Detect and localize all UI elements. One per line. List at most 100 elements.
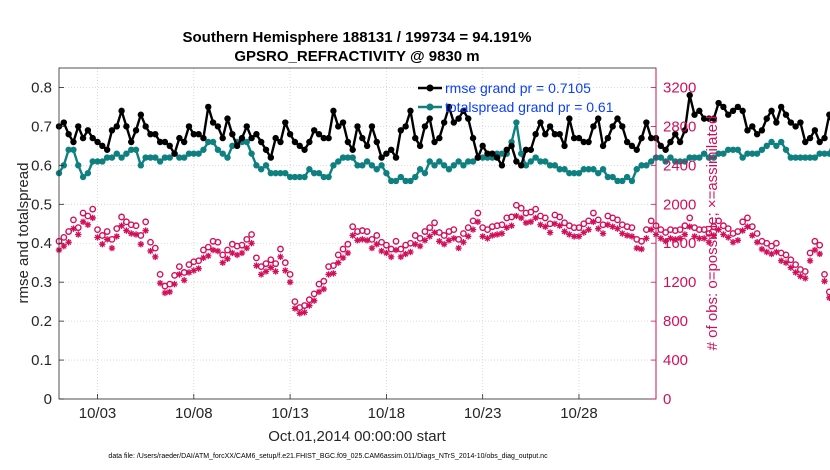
totalspread-point [363,158,371,165]
possible-obs-point [65,228,73,235]
rmse-point [585,138,592,146]
rmse-point [190,131,198,138]
totalspread-point [758,146,766,153]
totalspread-point [205,138,212,146]
totalspread-point [681,158,689,165]
possible-obs-point [474,209,482,217]
rmse-point [335,123,342,130]
rmse-point [397,127,405,134]
possible-obs-point [825,288,830,296]
assimilated-obs-point [113,233,120,240]
totalspread-point [614,177,621,185]
x-axis-label: Oct.01,2014 00:00:00 start [268,428,446,445]
assimilated-obs-point [623,232,631,239]
possible-obs-point [681,222,689,230]
rmse-point [407,107,414,115]
assimilated-obs-point [176,271,183,278]
rmse-point [811,127,819,134]
totalspread-point [546,162,554,169]
possible-obs-point [647,217,655,225]
rmse-point [474,154,482,161]
possible-obs-point [281,259,289,267]
assimilated-obs-point [363,237,371,244]
possible-obs-point [715,217,722,225]
rmse-point [643,119,650,126]
rmse-point [493,154,501,161]
rmse-point [60,119,68,126]
rmse-point [729,107,737,115]
totalspread-point [320,173,327,181]
rmse-point [450,119,457,126]
assimilated-obs-point [604,221,612,228]
totalspread-point [310,169,318,177]
assimilated-obs-point [214,247,222,255]
assimilated-obs-point [224,255,231,263]
totalspread-point [219,150,226,157]
possible-obs-point [710,223,718,231]
assimilated-obs-point [243,244,250,252]
possible-obs-point [252,254,260,262]
totalspread-point [103,154,111,161]
rmse-point [561,142,568,150]
rmse-point [373,138,380,146]
totalspread-point [108,154,116,161]
rmse-point [566,115,573,122]
possible-obs-point [387,245,395,253]
assimilated-obs-point [301,309,308,316]
totalspread-point [70,146,77,153]
rmse-point [676,138,684,146]
rmse-point [628,142,636,150]
rmse-point [137,111,145,118]
assimilated-obs-point [575,233,583,240]
rmse-point [537,119,544,126]
assimilated-obs-point [123,227,130,234]
assimilated-obs-point [262,268,270,275]
rmse-point [633,146,640,153]
assimilated-obs-point [180,277,188,284]
y-tick-label: 0.4 [31,235,52,252]
rmse-point [672,131,679,138]
totalspread-point [561,166,568,173]
assimilated-obs-point [99,241,106,248]
rmse-point [542,131,549,138]
possible-obs-point [113,225,121,233]
totalspread-point [633,166,640,173]
totalspread-point [710,154,717,161]
assimilated-obs-point [806,257,814,264]
assimilated-obs-point [392,246,400,254]
x-tick-label: 10/08 [175,405,213,422]
possible-obs-point [580,220,588,228]
rmse-point [152,131,159,138]
totalspread-point [142,154,149,161]
assimilated-obs-point [282,267,289,274]
rmse-point [70,138,77,146]
totalspread-point [768,138,775,146]
rmse-point [720,103,727,111]
assimilated-obs-point [739,227,746,234]
rmse-point [339,119,347,126]
assimilated-obs-point [426,233,433,240]
possible-obs-point [662,229,670,236]
assimilated-obs-point [421,237,429,244]
totalspread-point [729,146,737,153]
rmse-point [219,134,226,142]
y-tick-label: 0.8 [31,79,52,96]
possible-obs-point [720,222,727,230]
totalspread-point [277,169,284,177]
assimilated-obs-point [373,241,380,248]
possible-obs-point [373,232,381,239]
totalspread-point [335,158,342,165]
assimilated-obs-point [638,245,645,253]
rmse-point [65,131,72,138]
rmse-point [773,119,780,126]
totalspread-point [556,166,563,173]
totalspread-point [749,150,756,157]
assimilated-obs-point [700,235,708,242]
rmse-point [580,138,587,146]
rmse-point [749,123,756,130]
possible-obs-point [556,213,564,221]
totalspread-point [214,146,222,153]
assimilated-obs-point [705,239,713,246]
possible-obs-point [739,218,747,226]
assimilated-obs-point [725,234,732,241]
